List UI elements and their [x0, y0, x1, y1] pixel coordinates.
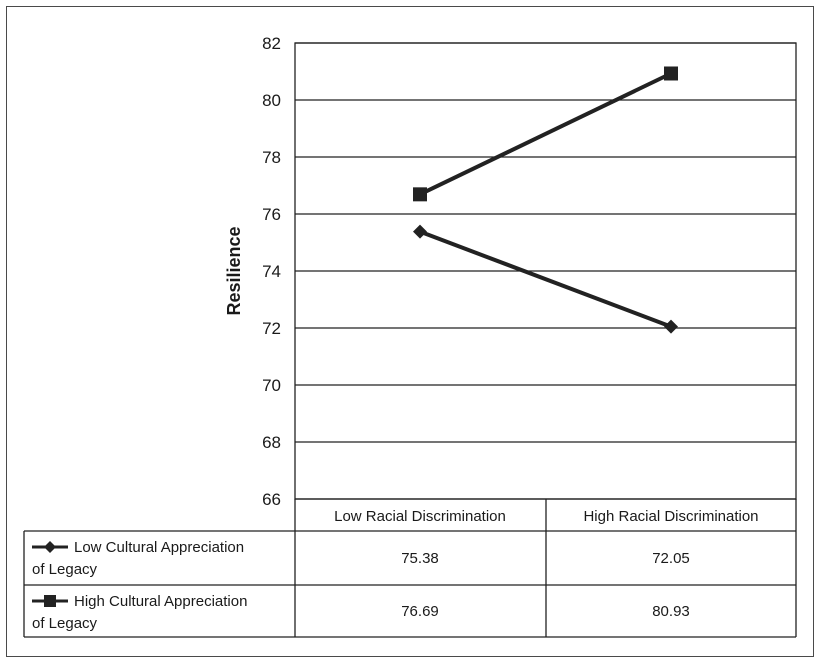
series-line: [419, 229, 672, 329]
y-tick-label: 66: [262, 490, 281, 509]
y-tick-label: 72: [262, 319, 281, 338]
legend-label: of Legacy: [32, 615, 98, 632]
table-cell-value: 72.05: [652, 550, 690, 567]
legend-diamond-marker: [44, 541, 56, 553]
gridlines: [294, 42, 797, 500]
data-point-diamond: [413, 224, 427, 239]
y-tick-label: 76: [262, 205, 281, 224]
y-tick-label: 78: [262, 148, 281, 167]
y-tick-label: 82: [262, 34, 281, 53]
y-tick-labels: 82 80 78 76 74 72 70 68 66: [262, 34, 281, 509]
data-point-diamond: [664, 319, 678, 334]
data-table: Low Racial Discrimination High Racial Dis…: [23, 499, 797, 638]
series-lines: [413, 66, 678, 334]
legend-label: High Cultural Appreciation: [74, 593, 247, 610]
category-label: Low Racial Discrimination: [334, 508, 506, 525]
legend-square-marker: [44, 595, 56, 607]
series-line: [419, 71, 672, 197]
y-axis-label: Resilience: [224, 226, 244, 315]
data-point-square: [664, 66, 678, 81]
legend-label: Low Cultural Appreciation: [74, 539, 244, 556]
y-tick-label: 68: [262, 433, 281, 452]
table-cell-value: 76.69: [401, 603, 439, 620]
table-cell-value: 80.93: [652, 603, 690, 620]
legend-label: of Legacy: [32, 561, 98, 578]
table-cell-value: 75.38: [401, 550, 439, 567]
data-point-square: [413, 187, 427, 202]
y-tick-label: 70: [262, 376, 281, 395]
y-tick-label: 74: [262, 262, 281, 281]
category-label: High Racial Discrimination: [583, 508, 758, 525]
y-tick-label: 80: [262, 91, 281, 110]
figure-frame: [6, 6, 814, 657]
